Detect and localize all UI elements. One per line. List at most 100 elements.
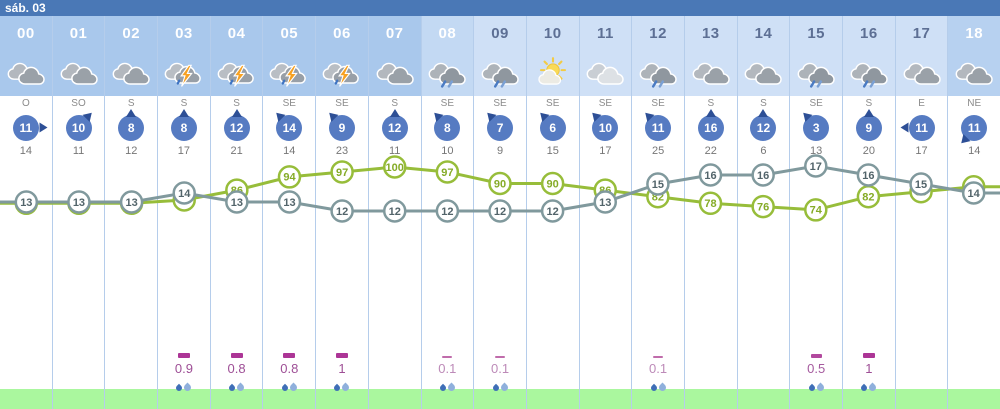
weather-icon-rain [797, 62, 835, 88]
weather-icon-cell [105, 50, 158, 96]
precipitation-block: 0.8 [211, 353, 263, 393]
weather-icon-cell [158, 50, 210, 96]
wind-speed-badge: 7 [481, 107, 514, 141]
hour-label: 14 [737, 16, 790, 50]
precipitation-bar [810, 354, 822, 358]
wind-gust-value: 25 [651, 145, 665, 157]
wind-arrow-icon [39, 122, 51, 133]
hour-label: 05 [263, 16, 316, 50]
ground-strip [0, 389, 1000, 409]
precipitation-amount: 0.1 [490, 361, 510, 376]
raindrops-icon [422, 378, 474, 393]
hour-column-10[interactable]: 10 SE 6 15 [526, 16, 580, 409]
wind-speed-badge: 8 [118, 109, 145, 141]
hour-column-04[interactable]: 04 S 12 21 0.8 [210, 16, 264, 409]
wind-direction-label: S [865, 98, 873, 109]
wind-arrow-icon [231, 106, 242, 117]
wind-speed-badge: 12 [223, 109, 250, 141]
hour-column-15[interactable]: 15 SE 3 13 0.5 [790, 16, 843, 409]
precipitation-amount: 0.1 [649, 361, 668, 376]
wind-direction-label: SE [546, 98, 560, 109]
wind-gust-value: 11 [388, 145, 401, 157]
wind-speed-badge: 3 [797, 107, 830, 141]
hour-column-16[interactable]: 16 S 9 20 1 [843, 16, 896, 409]
hour-label: 09 [474, 16, 526, 50]
wind-speed-badge: 10 [586, 107, 619, 141]
wind-speed-value: 11 [645, 115, 672, 141]
wind-speed-badge: 12 [750, 109, 777, 141]
hour-column-11[interactable]: 11 SE 10 17 [579, 16, 633, 409]
weather-icon-cell [790, 50, 842, 96]
hour-column-12[interactable]: 12 SE 11 25 0.1 [632, 16, 685, 409]
hour-column-13[interactable]: 13 S 16 22 [684, 16, 738, 409]
precipitation-bar [177, 353, 190, 358]
wind-direction-label: S [233, 98, 240, 109]
wind-gust-value: 21 [230, 145, 243, 157]
weather-icon-cloudy [7, 62, 45, 85]
precipitation-block: 0.1 [632, 356, 684, 393]
hour-column-07[interactable]: 07 S 12 11 [368, 16, 422, 409]
hour-columns: 00 O 11 14 01 SO 10 11 02 S 8 12 03 S 8 17 0.9 04 S 12 21 0.8… [0, 16, 1000, 409]
hour-column-18[interactable]: 18 NE 11 14 [948, 16, 1000, 409]
hour-column-02[interactable]: 02 S 8 12 [105, 16, 159, 409]
precipitation-block: 1 [316, 353, 368, 393]
wind-speed-value: 12 [381, 115, 408, 141]
wind-gust-value: 14 [19, 145, 32, 157]
hour-column-17[interactable]: 17 E 11 17 [895, 16, 949, 409]
hour-label: 07 [368, 16, 421, 50]
day-header-bar: sáb. 03 [0, 0, 1000, 16]
raindrops-icon [474, 378, 526, 393]
precipitation-amount: 0.8 [227, 361, 246, 376]
wind-gust-value: 12 [125, 145, 138, 157]
weather-icon-cell [843, 50, 895, 96]
hour-label: 08 [421, 16, 474, 50]
wind-speed-badge: 16 [697, 109, 724, 141]
weather-icon-storm [164, 62, 201, 87]
wind-arrow-icon [705, 106, 716, 117]
weather-icon-cloudy [60, 62, 98, 85]
hour-column-00[interactable]: 00 O 11 14 [0, 16, 53, 409]
precipitation-bar [442, 356, 453, 358]
hour-label: 17 [895, 16, 948, 50]
hour-label: 12 [632, 16, 684, 50]
wind-arrow-icon [178, 106, 189, 117]
wind-arrow-icon [897, 122, 909, 133]
precipitation-block: 0.8 [263, 353, 315, 393]
hour-label: 18 [948, 16, 1000, 50]
hour-column-08[interactable]: 08 SE 8 10 0.1 [421, 16, 475, 409]
wind-speed-badge: 12 [381, 109, 408, 141]
weather-icon-cloudy-light [586, 62, 625, 85]
weather-icon-cell [263, 50, 316, 96]
wind-direction-label: NE [967, 98, 982, 109]
wind-speed-badge: 14 [270, 107, 303, 141]
precipitation-block: 1 [843, 353, 895, 393]
hour-column-14[interactable]: 14 S 12 6 [737, 16, 791, 409]
wind-gust-value: 22 [704, 145, 717, 157]
precipitation-bar [283, 353, 296, 358]
weather-icon-cloudy [745, 62, 783, 85]
wind-speed-badge: 6 [534, 107, 566, 141]
hour-column-01[interactable]: 01 SO 10 11 [52, 16, 106, 409]
hour-label: 02 [105, 16, 158, 50]
wind-speed-badge: 11 [897, 115, 935, 141]
wind-gust-value: 10 [441, 145, 454, 157]
hour-label: 16 [843, 16, 895, 50]
wind-gust-value: 15 [546, 145, 559, 157]
hour-column-06[interactable]: 06 SE 9 23 1 [316, 16, 369, 409]
wind-speed-value: 10 [65, 115, 92, 141]
hour-column-09[interactable]: 09 SE 7 9 0.1 [474, 16, 527, 409]
wind-direction-label: SE [651, 98, 665, 109]
wind-direction-label: SE [440, 98, 455, 109]
hour-column-03[interactable]: 03 S 8 17 0.9 [158, 16, 211, 409]
weather-icon-cell [421, 50, 474, 96]
weather-icon-cell [52, 50, 105, 96]
wind-speed-value: 16 [697, 115, 724, 141]
wind-gust-value: 14 [968, 145, 981, 157]
wind-direction-label: S [707, 98, 715, 109]
raindrops-icon [790, 378, 842, 393]
precipitation-amount: 1 [338, 361, 346, 376]
hour-column-05[interactable]: 05 SE 14 14 0.8 [263, 16, 317, 409]
wind-speed-badge: 9 [855, 109, 882, 141]
wind-speed-value: 12 [223, 115, 250, 141]
